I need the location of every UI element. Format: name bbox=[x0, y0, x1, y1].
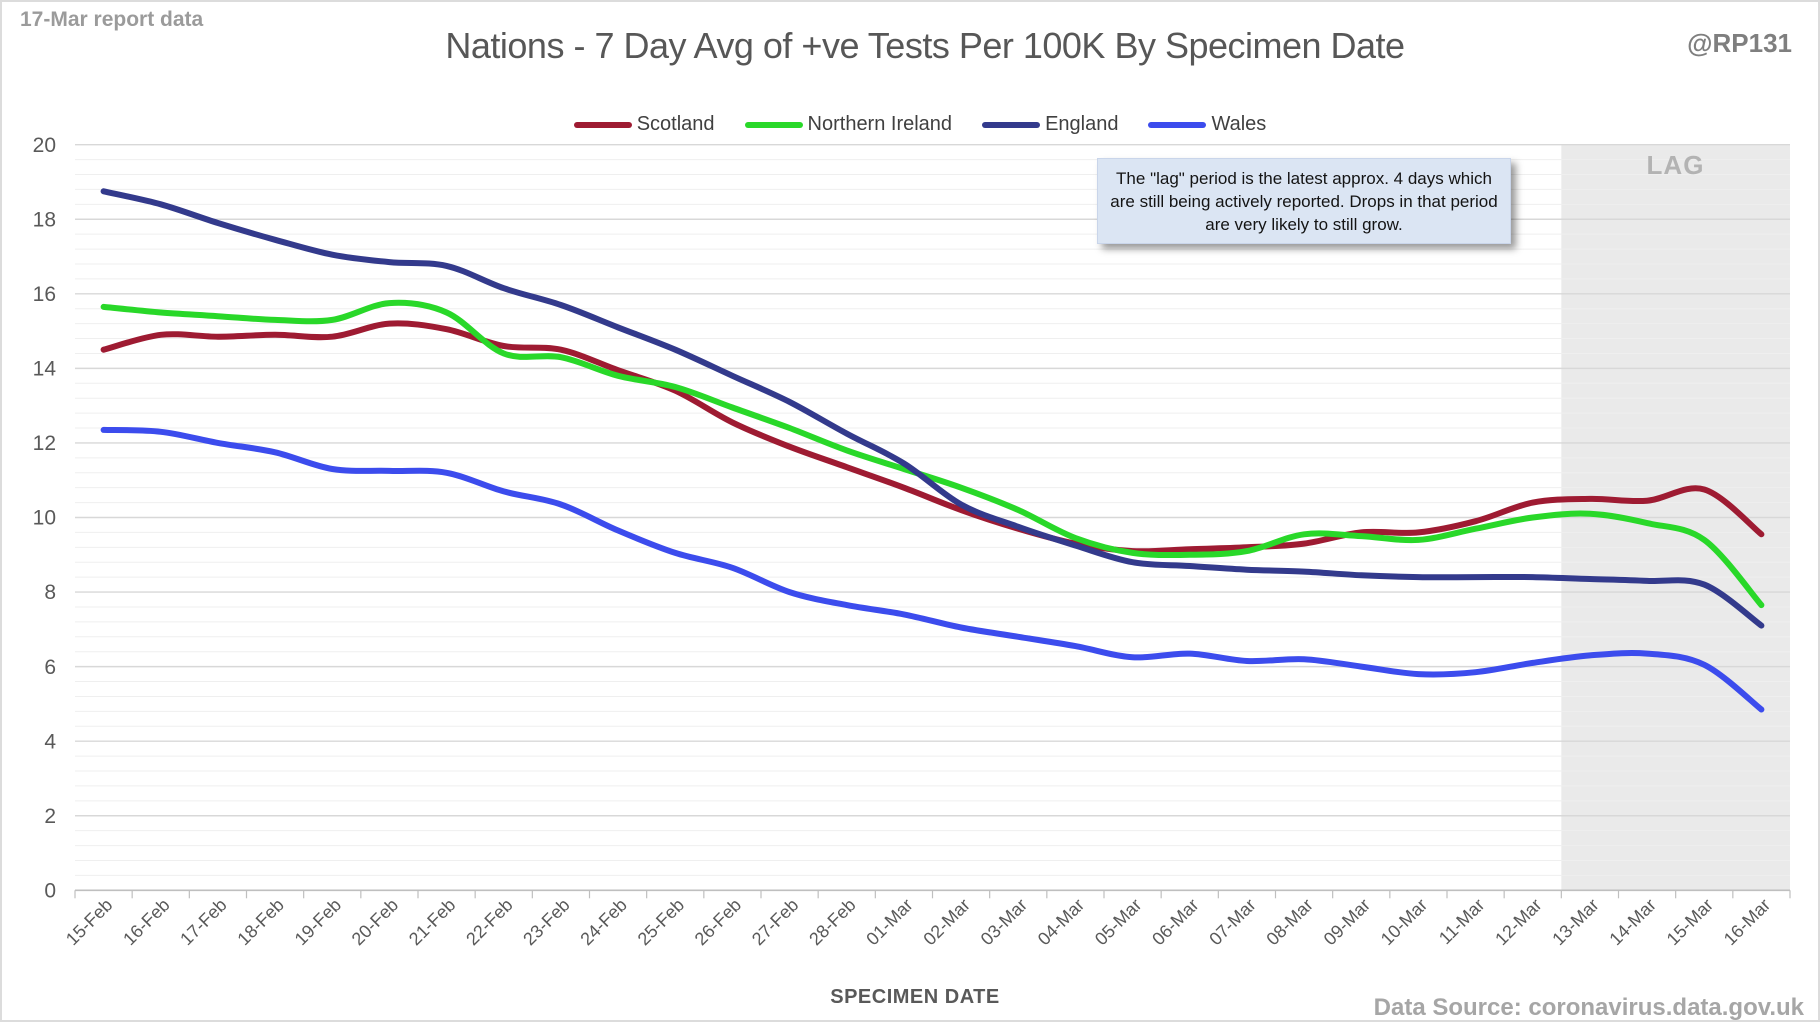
series-line-scotland bbox=[100, 320, 1765, 555]
report-date-label: 17-Mar report data bbox=[20, 8, 204, 31]
x-axis-label: 03-Mar bbox=[977, 895, 1031, 949]
lag-region-label: LAG bbox=[1646, 150, 1705, 180]
x-axis-label: 19-Feb bbox=[291, 895, 345, 949]
lag-annotation-box: The "lag" period is the latest approx. 4… bbox=[1097, 158, 1511, 244]
x-axis-label: 10-Mar bbox=[1377, 895, 1431, 949]
x-axis-label: 18-Feb bbox=[233, 895, 287, 949]
x-axis-label: 02-Mar bbox=[919, 895, 973, 949]
y-axis-label: 8 bbox=[44, 581, 56, 604]
x-axis-label: 15-Feb bbox=[62, 895, 116, 949]
y-axis-label: 6 bbox=[44, 656, 56, 679]
y-axis-label: 4 bbox=[44, 730, 56, 753]
legend-item-england: England bbox=[982, 113, 1118, 136]
y-gridlines-minor bbox=[75, 159, 1790, 876]
series-line-england bbox=[100, 188, 1765, 629]
series-line-northern-ireland bbox=[100, 299, 1765, 609]
x-axis-label: 05-Mar bbox=[1091, 895, 1145, 949]
y-axis-labels: 0 2 4 6 8 10 12 14 16 18 20 bbox=[33, 134, 57, 903]
x-axis-label: 20-Feb bbox=[348, 895, 402, 949]
x-axis-label: 23-Feb bbox=[519, 895, 573, 949]
y-axis-label: 10 bbox=[33, 507, 56, 530]
x-axis-label: 11-Mar bbox=[1435, 895, 1489, 949]
x-axis-label: 04-Mar bbox=[1034, 895, 1088, 949]
x-axis-label: 15-Mar bbox=[1663, 895, 1717, 949]
x-axis-label: 01-Mar bbox=[862, 895, 916, 949]
legend-swatch-england bbox=[982, 121, 1041, 128]
x-axis-label: 12-Mar bbox=[1491, 895, 1545, 949]
y-axis-label: 0 bbox=[44, 879, 56, 902]
x-axis-label: 28-Feb bbox=[805, 895, 859, 949]
x-axis-label: 24-Feb bbox=[576, 895, 630, 949]
x-axis-label: 07-Mar bbox=[1205, 895, 1259, 949]
x-axis-label: 25-Feb bbox=[634, 895, 688, 949]
x-axis-label: 22-Feb bbox=[462, 895, 516, 949]
data-source-label: Data Source: coronavirus.data.gov.uk bbox=[1373, 994, 1804, 1021]
legend-label-wales: Wales bbox=[1211, 113, 1267, 135]
legend-item-wales: Wales bbox=[1148, 113, 1266, 136]
y-axis-label: 14 bbox=[33, 358, 57, 381]
legend-label-england: England bbox=[1045, 113, 1119, 135]
legend-swatch-scotland bbox=[573, 121, 632, 128]
lag-annotation-text: The "lag" period is the latest approx. 4… bbox=[1110, 168, 1498, 234]
x-axis-label: 08-Mar bbox=[1262, 895, 1316, 949]
x-axis-label: 14-Mar bbox=[1605, 895, 1659, 949]
x-axis-label: 16-Feb bbox=[119, 895, 173, 949]
legend-label-northern-ireland: Northern Ireland bbox=[807, 113, 953, 135]
y-axis-label: 20 bbox=[33, 134, 56, 157]
x-axis-label: 21-Feb bbox=[405, 895, 459, 949]
x-axis-title: SPECIMEN DATE bbox=[830, 986, 1000, 1008]
x-axis-ticks bbox=[74, 890, 1791, 899]
x-axis-label: 06-Mar bbox=[1148, 895, 1202, 949]
series-line-wales bbox=[100, 426, 1765, 713]
x-axis-label: 27-Feb bbox=[748, 895, 802, 949]
legend-label-scotland: Scotland bbox=[636, 113, 715, 135]
y-axis-label: 18 bbox=[33, 208, 56, 231]
chart-title: Nations - 7 Day Avg of +ve Tests Per 100… bbox=[445, 25, 1405, 66]
x-axis-label: 13-Mar bbox=[1548, 895, 1602, 949]
x-axis-label: 17-Feb bbox=[176, 895, 230, 949]
x-axis-label: 16-Mar bbox=[1720, 895, 1774, 949]
y-axis-label: 12 bbox=[33, 432, 56, 455]
author-handle: @RP131 bbox=[1687, 28, 1792, 58]
legend-item-northern-ireland: Northern Ireland bbox=[744, 113, 953, 136]
legend-item-scotland: Scotland bbox=[573, 113, 715, 136]
legend: Scotland Northern Ireland England Wales bbox=[0, 113, 1820, 136]
y-axis-label: 16 bbox=[33, 283, 56, 306]
x-axis-labels: 15-Feb 16-Feb 17-Feb 18-Feb 19-Feb 20-Feb 21-F… bbox=[62, 895, 1774, 949]
legend-swatch-northern-ireland bbox=[744, 121, 803, 128]
legend-swatch-wales bbox=[1148, 121, 1207, 128]
x-axis-label: 26-Feb bbox=[691, 895, 745, 949]
x-axis-label: 09-Mar bbox=[1320, 895, 1374, 949]
y-axis-label: 2 bbox=[44, 805, 56, 828]
